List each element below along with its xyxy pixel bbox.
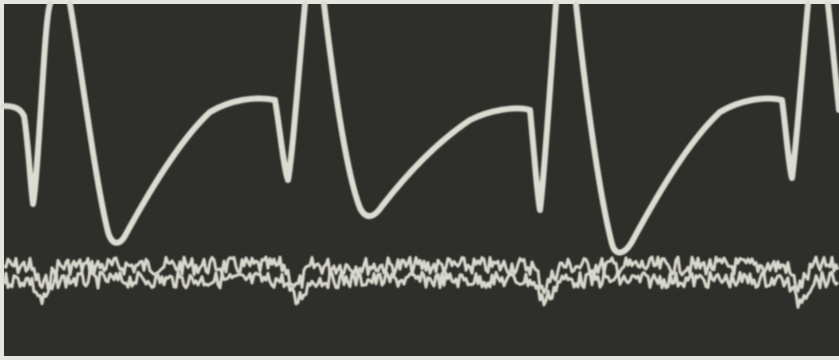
oscilloscope-photo	[0, 0, 839, 360]
page: (() => { let s = 7; const rnd = () => { …	[0, 0, 839, 360]
screen	[4, 4, 839, 356]
